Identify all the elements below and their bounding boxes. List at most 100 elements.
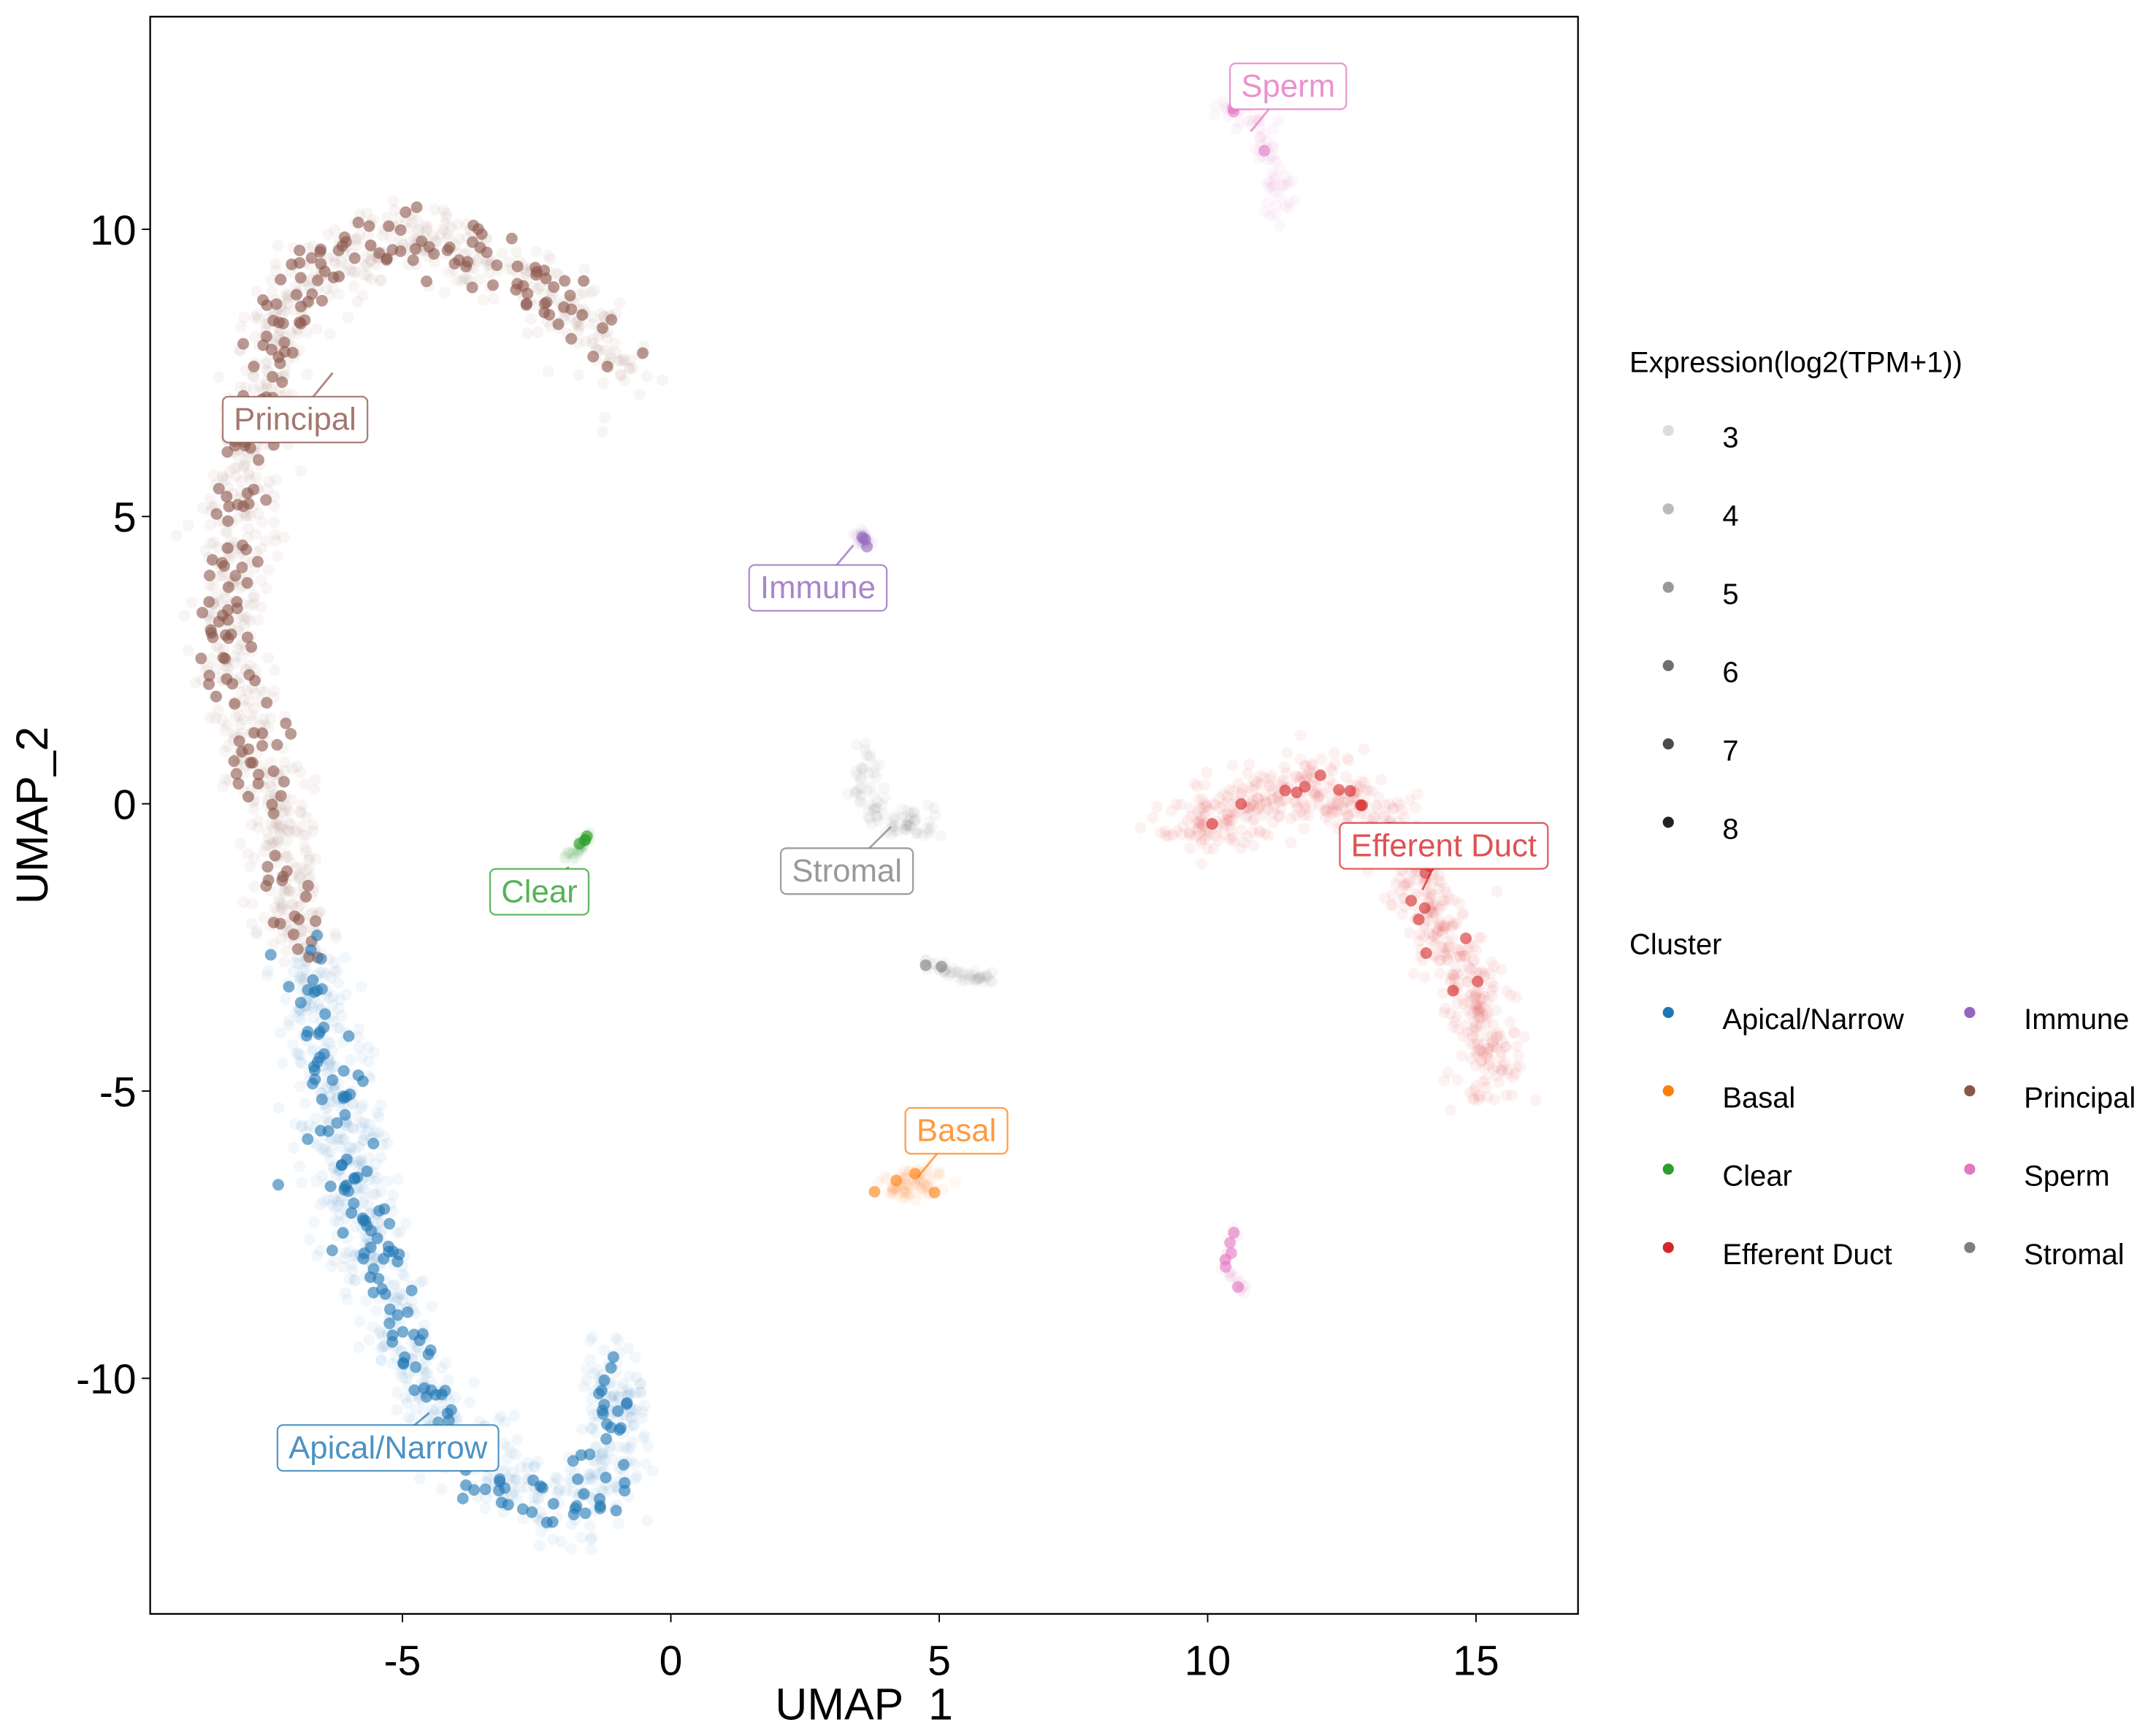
cell-point <box>1468 1084 1480 1096</box>
cell-point <box>624 354 636 367</box>
cell-point <box>368 1047 381 1059</box>
cell-point <box>1314 789 1326 801</box>
cell-point <box>621 1410 633 1423</box>
cell-point <box>1220 818 1232 830</box>
cell-point-high-expression <box>219 652 232 665</box>
cell-point <box>261 826 274 838</box>
cell-point <box>1267 142 1280 154</box>
cell-point <box>481 259 494 272</box>
cell-point <box>1484 967 1496 979</box>
cell-point <box>889 810 901 822</box>
cell-point <box>1171 825 1184 837</box>
cell-point <box>576 1423 588 1436</box>
cell-point-high-expression <box>267 765 280 777</box>
cell-point <box>586 1472 597 1485</box>
cell-point <box>981 970 993 982</box>
cell-point <box>355 1121 367 1133</box>
cell-point <box>1451 1074 1464 1086</box>
cell-point <box>1274 190 1286 202</box>
cell-point <box>864 751 876 763</box>
cell-point <box>374 1327 386 1339</box>
cell-point <box>1306 757 1318 770</box>
cell-point <box>535 1526 547 1538</box>
cell-point <box>275 933 287 946</box>
cell-point <box>1242 115 1254 127</box>
cell-point <box>573 320 585 332</box>
cell-point <box>332 1196 345 1208</box>
cell-point <box>294 1004 307 1017</box>
cell-point <box>1217 96 1230 108</box>
cell-point <box>242 522 254 535</box>
cell-point-high-expression <box>236 561 248 573</box>
cell-point <box>283 884 295 897</box>
cell-point <box>542 250 554 262</box>
x-axis: -5 0 5 10 15 <box>384 1613 1499 1685</box>
cell-point <box>275 901 288 914</box>
cell-point <box>1262 803 1274 816</box>
cell-point <box>291 760 303 773</box>
cell-point <box>597 426 609 438</box>
cluster-legend-label: Clear <box>1722 1160 1792 1193</box>
cell-point-high-expression <box>278 776 290 788</box>
cell-point <box>855 772 867 784</box>
cell-point <box>283 1014 295 1027</box>
cell-point <box>362 1041 375 1053</box>
cell-point <box>391 1227 403 1239</box>
cell-point <box>229 710 241 722</box>
cell-point <box>257 713 270 725</box>
cell-point-high-expression <box>567 1455 579 1467</box>
cell-point <box>326 281 339 294</box>
cell-point-high-expression <box>294 256 306 269</box>
cell-point <box>275 903 288 915</box>
cell-point <box>1469 1021 1482 1033</box>
cell-point <box>1241 768 1253 780</box>
cell-point <box>546 1533 559 1545</box>
cell-point <box>888 814 901 826</box>
cell-point-high-expression <box>260 494 272 506</box>
cell-point <box>297 829 309 841</box>
cell-point <box>507 1466 519 1478</box>
cell-point <box>1480 1074 1492 1086</box>
cell-point <box>321 1112 333 1124</box>
cell-point <box>221 527 233 538</box>
cell-point <box>857 762 870 775</box>
cell-point-high-expression <box>527 1474 540 1486</box>
cell-point <box>1379 799 1391 811</box>
cell-point <box>196 502 209 514</box>
cell-point <box>552 1485 565 1497</box>
cell-point <box>957 966 969 979</box>
cell-point <box>1443 941 1456 953</box>
cell-point <box>1275 179 1288 191</box>
cell-point <box>924 1173 936 1185</box>
cell-point <box>860 784 873 796</box>
cell-point-high-expression <box>305 252 318 264</box>
cell-point <box>343 1273 356 1285</box>
cell-point <box>1377 811 1390 823</box>
cell-point <box>182 644 194 657</box>
cell-point <box>509 1448 521 1461</box>
cell-point <box>261 383 273 395</box>
cell-point-high-expression <box>531 265 543 278</box>
cell-point <box>1472 1094 1485 1106</box>
cell-point <box>1289 797 1301 809</box>
cell-point <box>1207 843 1220 855</box>
cell-point <box>567 848 580 860</box>
cell-point <box>406 1413 418 1426</box>
cell-point <box>657 374 669 386</box>
cell-point <box>328 1192 340 1204</box>
cell-point-high-expression <box>511 278 524 290</box>
cell-point <box>1499 1041 1512 1053</box>
cell-point <box>1413 935 1425 947</box>
cell-point <box>1429 938 1441 950</box>
cell-point <box>1470 1001 1483 1013</box>
cell-point <box>353 1315 366 1328</box>
cell-point <box>1264 780 1277 792</box>
cell-point <box>1424 892 1437 904</box>
cell-point <box>1449 973 1461 985</box>
cell-point <box>1217 798 1229 811</box>
cell-point <box>590 1440 603 1453</box>
cell-point <box>281 293 294 305</box>
cell-point <box>1262 829 1274 841</box>
cell-point <box>1447 969 1459 982</box>
cell-point-high-expression <box>229 697 241 710</box>
